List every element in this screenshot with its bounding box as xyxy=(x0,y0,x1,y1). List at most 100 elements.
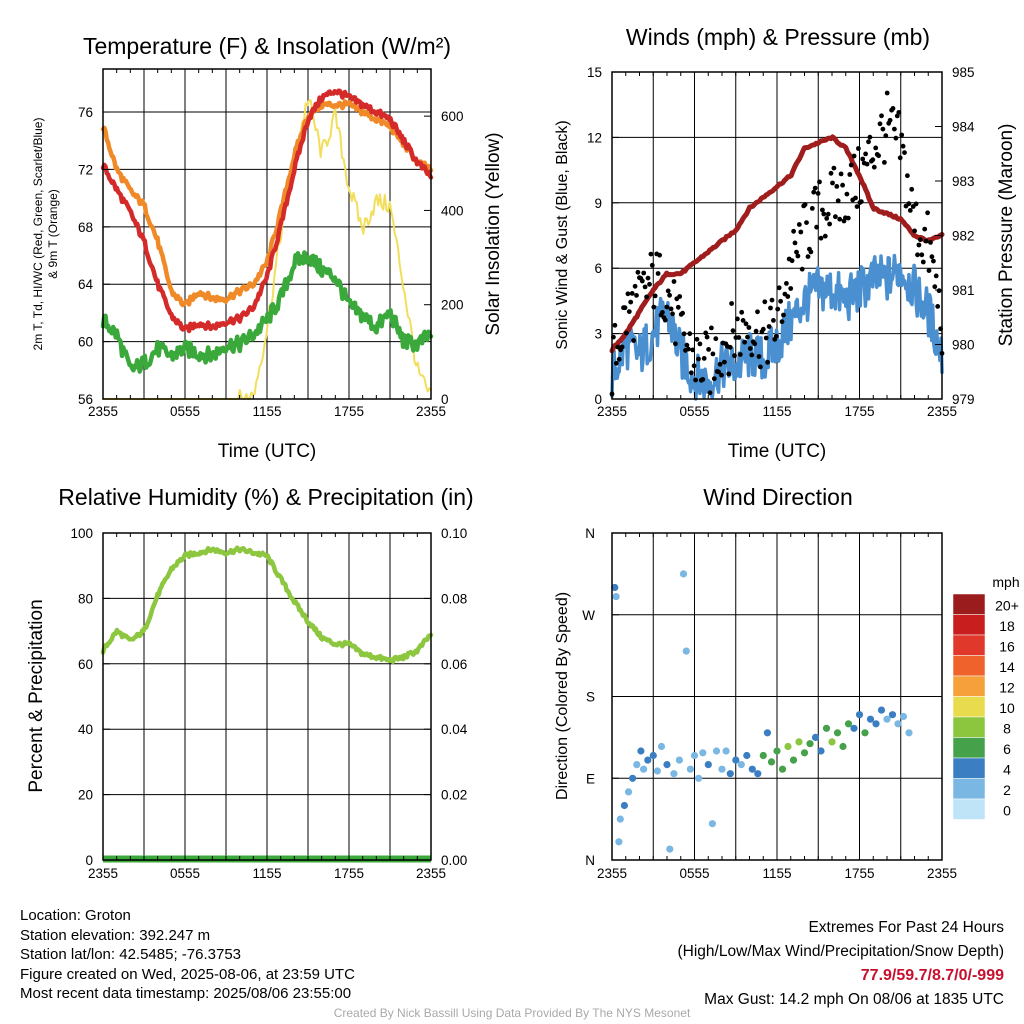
gust-point xyxy=(722,359,727,365)
direction-point xyxy=(817,747,825,755)
direction-point xyxy=(905,729,913,737)
gust-point xyxy=(696,356,701,362)
legend-swatch xyxy=(952,634,986,656)
winds-axes: 2355 0555 1155 1755 235503691215979980981982… xyxy=(587,65,975,419)
gust-point xyxy=(853,195,858,201)
gust-point xyxy=(781,312,786,318)
direction-point xyxy=(883,715,891,723)
direction-point xyxy=(640,765,648,773)
temp-2m-line xyxy=(100,88,434,334)
x-tick-label: 0555 xyxy=(679,404,709,419)
gust-point xyxy=(815,191,821,196)
legend-swatch xyxy=(952,675,986,697)
direction-point xyxy=(682,647,690,655)
humidity-left-label: Percent & Precipitation xyxy=(26,599,47,792)
gust-point xyxy=(675,304,681,310)
gust-point xyxy=(730,328,736,334)
gust-point xyxy=(758,364,763,370)
y-tick-label: 984 xyxy=(952,120,975,135)
x-tick-label: 1755 xyxy=(334,404,364,419)
x-tick-label: 2355 xyxy=(88,866,118,881)
gust-point xyxy=(625,291,631,297)
direction-point xyxy=(795,738,803,746)
humidity-panel: Relative Humidity (%) & Precipitation (i… xyxy=(26,484,474,881)
y-tick-label: 9 xyxy=(594,196,602,211)
direction-point xyxy=(811,733,820,742)
gust-point xyxy=(642,284,648,290)
y-tick-label: 56 xyxy=(78,392,93,407)
gust-point xyxy=(622,305,628,311)
gust-point xyxy=(657,252,662,258)
direction-point xyxy=(759,751,767,760)
extremes-values: 77.9/59.7/8.7/0/-999 xyxy=(860,967,1004,984)
temperature-x-label: Time (UTC) xyxy=(218,441,317,462)
direction-point xyxy=(611,583,619,592)
gust-point xyxy=(688,370,694,376)
direction-point xyxy=(637,747,645,755)
x-tick-label: 1755 xyxy=(844,404,874,419)
gust-point xyxy=(645,275,651,281)
gust-point xyxy=(651,304,657,310)
gust-point xyxy=(880,126,886,132)
temperature-panel: Temperature (F) & Insolation (W/m²) 2355… xyxy=(31,33,504,462)
gust-point xyxy=(697,341,703,347)
y-tick-label: 0.10 xyxy=(441,526,467,541)
y-tick-label: 60 xyxy=(78,657,93,672)
direction-point xyxy=(616,815,624,823)
y-tick-label: 20 xyxy=(78,788,93,803)
gust-point xyxy=(925,210,930,216)
direction-point xyxy=(722,747,730,755)
gust-point xyxy=(732,353,737,359)
direction-point xyxy=(699,749,707,757)
gust-point xyxy=(765,359,770,365)
gust-point xyxy=(746,325,752,330)
y-tick-label: 0.00 xyxy=(441,853,467,868)
gust-point xyxy=(647,281,652,287)
legend-label: 10 xyxy=(999,700,1015,716)
gust-point xyxy=(626,309,632,314)
x-tick-label: 2355 xyxy=(416,866,446,881)
gust-point xyxy=(818,235,824,241)
gust-point xyxy=(665,288,671,294)
temperature-grid xyxy=(103,69,431,399)
gust-point xyxy=(771,318,776,323)
humidity-title: Relative Humidity (%) & Precipitation (i… xyxy=(58,484,473,510)
direction-point xyxy=(666,845,674,853)
direction-point xyxy=(789,756,798,764)
gust-point xyxy=(928,240,933,245)
gust-point xyxy=(851,153,857,159)
direction-grid xyxy=(612,533,942,860)
y-tick-label: 68 xyxy=(78,220,93,235)
gust-point xyxy=(691,363,697,369)
legend-label: 8 xyxy=(1003,721,1011,737)
legend-swatch xyxy=(952,798,986,820)
gust-point xyxy=(792,240,798,246)
gust-point xyxy=(684,342,690,348)
legend-label: 6 xyxy=(1003,741,1011,757)
legend-label: 12 xyxy=(999,680,1015,696)
gust-point xyxy=(824,216,830,221)
gust-point xyxy=(613,360,619,366)
gust-point xyxy=(749,352,755,358)
gust-point xyxy=(804,220,809,226)
gust-point xyxy=(831,165,837,171)
winds-right-label: Station Pressure (Maroon) xyxy=(996,124,1017,347)
y-tick-label: S xyxy=(586,690,595,705)
gust-point xyxy=(870,157,876,163)
gust-point xyxy=(837,216,843,222)
gust-point xyxy=(905,173,910,179)
direction-point xyxy=(839,742,847,751)
gust-point xyxy=(740,318,746,323)
legend-label: 0 xyxy=(1003,803,1011,819)
gust-point xyxy=(932,284,938,290)
gust-point xyxy=(687,331,693,337)
y-tick-label: 12 xyxy=(587,130,602,145)
gust-point xyxy=(753,328,759,334)
direction-points xyxy=(611,570,913,853)
gust-point xyxy=(664,304,670,310)
gust-point xyxy=(796,222,802,227)
gust-point xyxy=(756,354,762,359)
gust-point xyxy=(876,153,881,159)
direction-point xyxy=(712,747,721,755)
gust-point xyxy=(789,258,795,264)
